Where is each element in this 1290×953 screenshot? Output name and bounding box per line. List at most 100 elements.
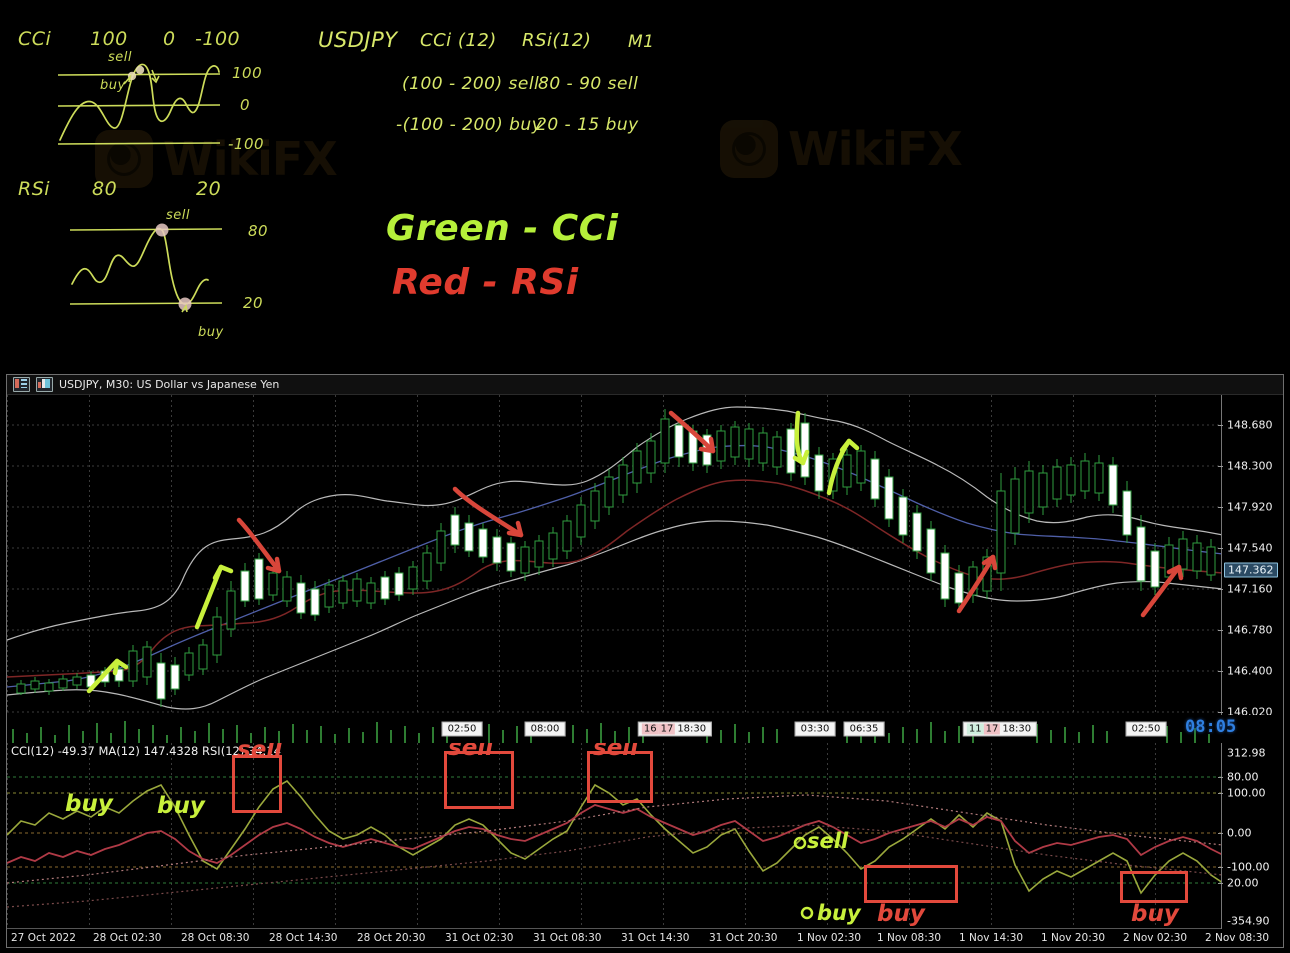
- ind-label-1: 80.00: [1227, 770, 1259, 784]
- rules-timeframe: M1: [628, 32, 655, 52]
- time-tag-part: 03:30: [800, 723, 830, 735]
- buy-arrow-3: [826, 438, 860, 496]
- time-axis-label-1: 28 Oct 02:30: [93, 932, 162, 944]
- sell-arrow-4: [792, 410, 810, 466]
- cci-header-value-neg100: -100: [195, 28, 241, 50]
- rsi-marker-sell-label: sell: [166, 208, 190, 223]
- time-tag-part: 02:50: [447, 723, 477, 735]
- cci-header-value-0: 0: [163, 28, 176, 50]
- buy-box-2: [1120, 871, 1188, 903]
- indicator-axis[interactable]: 312.98 80.00 100.00 0.00 -100.00 20.00 -…: [1218, 743, 1283, 929]
- ind-label-3: 0.00: [1227, 826, 1252, 840]
- clock-overlay: 08:05: [1185, 717, 1237, 737]
- price-pane[interactable]: 148.680 148.300 147.920 147.540 147.362 …: [7, 395, 1283, 715]
- rsi-header-value-80: 80: [92, 178, 118, 200]
- time-tag-part: 18:30: [1002, 723, 1032, 735]
- time-tag-part: 16: [641, 723, 659, 735]
- time-tag-part: 17: [658, 723, 676, 735]
- ind-label-6: -354.90: [1227, 914, 1270, 928]
- time-tag-part: 17: [983, 723, 1001, 735]
- chart-header: USDJPY, M30: US Dollar vs Japanese Yen: [7, 375, 1283, 395]
- sell-arrow-2: [452, 486, 524, 538]
- handwritten-notes-panel: WikiFX WikiFX CCi 100 0 -100 sell buy 10…: [0, 0, 1290, 372]
- sell-box-2: [444, 751, 514, 809]
- time-axis-label-11: 1 Nov 14:30: [959, 932, 1024, 944]
- rules-cci-sell: (100 - 200) sell: [402, 74, 540, 94]
- cci-diagram-title: CCi: [18, 28, 52, 50]
- price-label-3: 147.540: [1227, 541, 1273, 555]
- rsi-header-value-20: 20: [196, 178, 222, 200]
- price-label-1: 148.300: [1227, 459, 1273, 473]
- cci-level-label-0: 0: [240, 96, 251, 114]
- rsi-level-label-80: 80: [248, 222, 269, 240]
- sell-arrow-1: [236, 517, 282, 574]
- sell-box-1: [232, 755, 282, 813]
- buy-arrow-2: [194, 564, 234, 630]
- price-label-5: 146.780: [1227, 623, 1273, 637]
- legend-red-rsi: Red - RSi: [392, 262, 579, 303]
- ind-label-2: 100.00: [1227, 786, 1266, 800]
- rules-symbol: USDJPY: [318, 28, 398, 52]
- rules-rsi-sell: 80 - 90 sell: [538, 74, 639, 94]
- buy-arrow-5: [1140, 564, 1184, 618]
- sell-box-3: [587, 751, 653, 803]
- ind-label-0: 312.98: [1227, 746, 1266, 760]
- price-label-0: 148.680: [1227, 418, 1273, 432]
- cci-header-value-100: 100: [90, 28, 128, 50]
- price-label-4: 147.160: [1227, 582, 1273, 596]
- rules-indicator-rsi: RSi(12): [522, 30, 592, 51]
- legend-green-cci: Green - CCi: [386, 208, 619, 249]
- time-axis-label-4: 28 Oct 20:30: [357, 932, 426, 944]
- indicator-label-sell-2: sell: [448, 743, 494, 761]
- ind-label-5: 20.00: [1227, 876, 1259, 890]
- time-tag-5[interactable]: 11 17 18:30: [962, 721, 1038, 737]
- indicator-label-buy-1: buy: [65, 791, 113, 817]
- time-axis-label-0: 27 Oct 2022: [11, 932, 76, 944]
- time-tag-part: 02:50: [1131, 723, 1161, 735]
- indicator-label-buy-3: buy: [817, 901, 861, 925]
- time-axis-label-8: 31 Oct 20:30: [709, 932, 778, 944]
- time-tag-part: 06:35: [849, 723, 879, 735]
- ind-label-4: -100.00: [1227, 860, 1270, 874]
- time-tag-1[interactable]: 08:00: [524, 721, 566, 737]
- price-label-6: 146.400: [1227, 664, 1273, 678]
- rules-rsi-buy: 20 - 15 buy: [536, 115, 639, 135]
- volume-bars: [7, 715, 1223, 743]
- rules-indicator-cci: CCi (12): [420, 30, 497, 51]
- price-label-7: 146.020: [1227, 705, 1273, 716]
- rsi-marker-buy-label: buy: [198, 325, 224, 340]
- price-plot: [7, 395, 1223, 715]
- wikifx-logo-icon: [720, 120, 778, 178]
- buy-arrow-1: [86, 658, 129, 694]
- indicator-plot: [7, 743, 1223, 929]
- cci-marker-sell-label: sell: [108, 50, 132, 65]
- trading-chart-window[interactable]: USDJPY, M30: US Dollar vs Japanese Yen: [6, 374, 1284, 948]
- time-axis-label-14: 2 Nov 08:30: [1205, 932, 1270, 944]
- rsi-sketch: [69, 223, 223, 313]
- price-axis[interactable]: 148.680 148.300 147.920 147.540 147.362 …: [1218, 395, 1283, 716]
- buy-box-1: [864, 865, 958, 903]
- indicator-readout-label: CCI(12) -49.37 MA(12) 147.4328 RSI(12) 3…: [11, 744, 281, 758]
- bars-icon[interactable]: [36, 377, 53, 392]
- time-tag-3[interactable]: 03:30: [794, 721, 836, 737]
- time-tag-2[interactable]: 16 17 18:30: [637, 721, 713, 737]
- cci-level-label-neg100: -100: [228, 135, 265, 153]
- cci-sketch: [57, 63, 221, 145]
- rsi-level-label-20: 20: [243, 294, 264, 312]
- cci-level-label-100: 100: [232, 64, 263, 82]
- time-tag-4[interactable]: 06:35: [843, 721, 885, 737]
- time-tag-0[interactable]: 02:50: [441, 721, 483, 737]
- time-tag-6[interactable]: 02:50: [1125, 721, 1167, 737]
- cci-marker-buy-label: buy: [100, 78, 126, 93]
- rules-cci-buy: -(100 - 200) buy: [396, 115, 543, 135]
- indicator-pane[interactable]: CCI(12) -49.37 MA(12) 147.4328 RSI(12) 3…: [7, 743, 1283, 929]
- indicator-label-buy-2: buy: [157, 793, 205, 819]
- time-tag-part: 11: [966, 723, 984, 735]
- time-axis[interactable]: 27 Oct 2022 28 Oct 02:30 28 Oct 08:30 28…: [7, 928, 1283, 947]
- indicator-label-sell-1: sell: [237, 743, 283, 763]
- grid-icon[interactable]: [13, 377, 30, 392]
- indicator-label-buy-4: buy: [877, 901, 925, 927]
- time-tag-part: 18:30: [677, 723, 707, 735]
- time-axis-label-3: 28 Oct 14:30: [269, 932, 338, 944]
- chart-title: USDJPY, M30: US Dollar vs Japanese Yen: [59, 378, 280, 391]
